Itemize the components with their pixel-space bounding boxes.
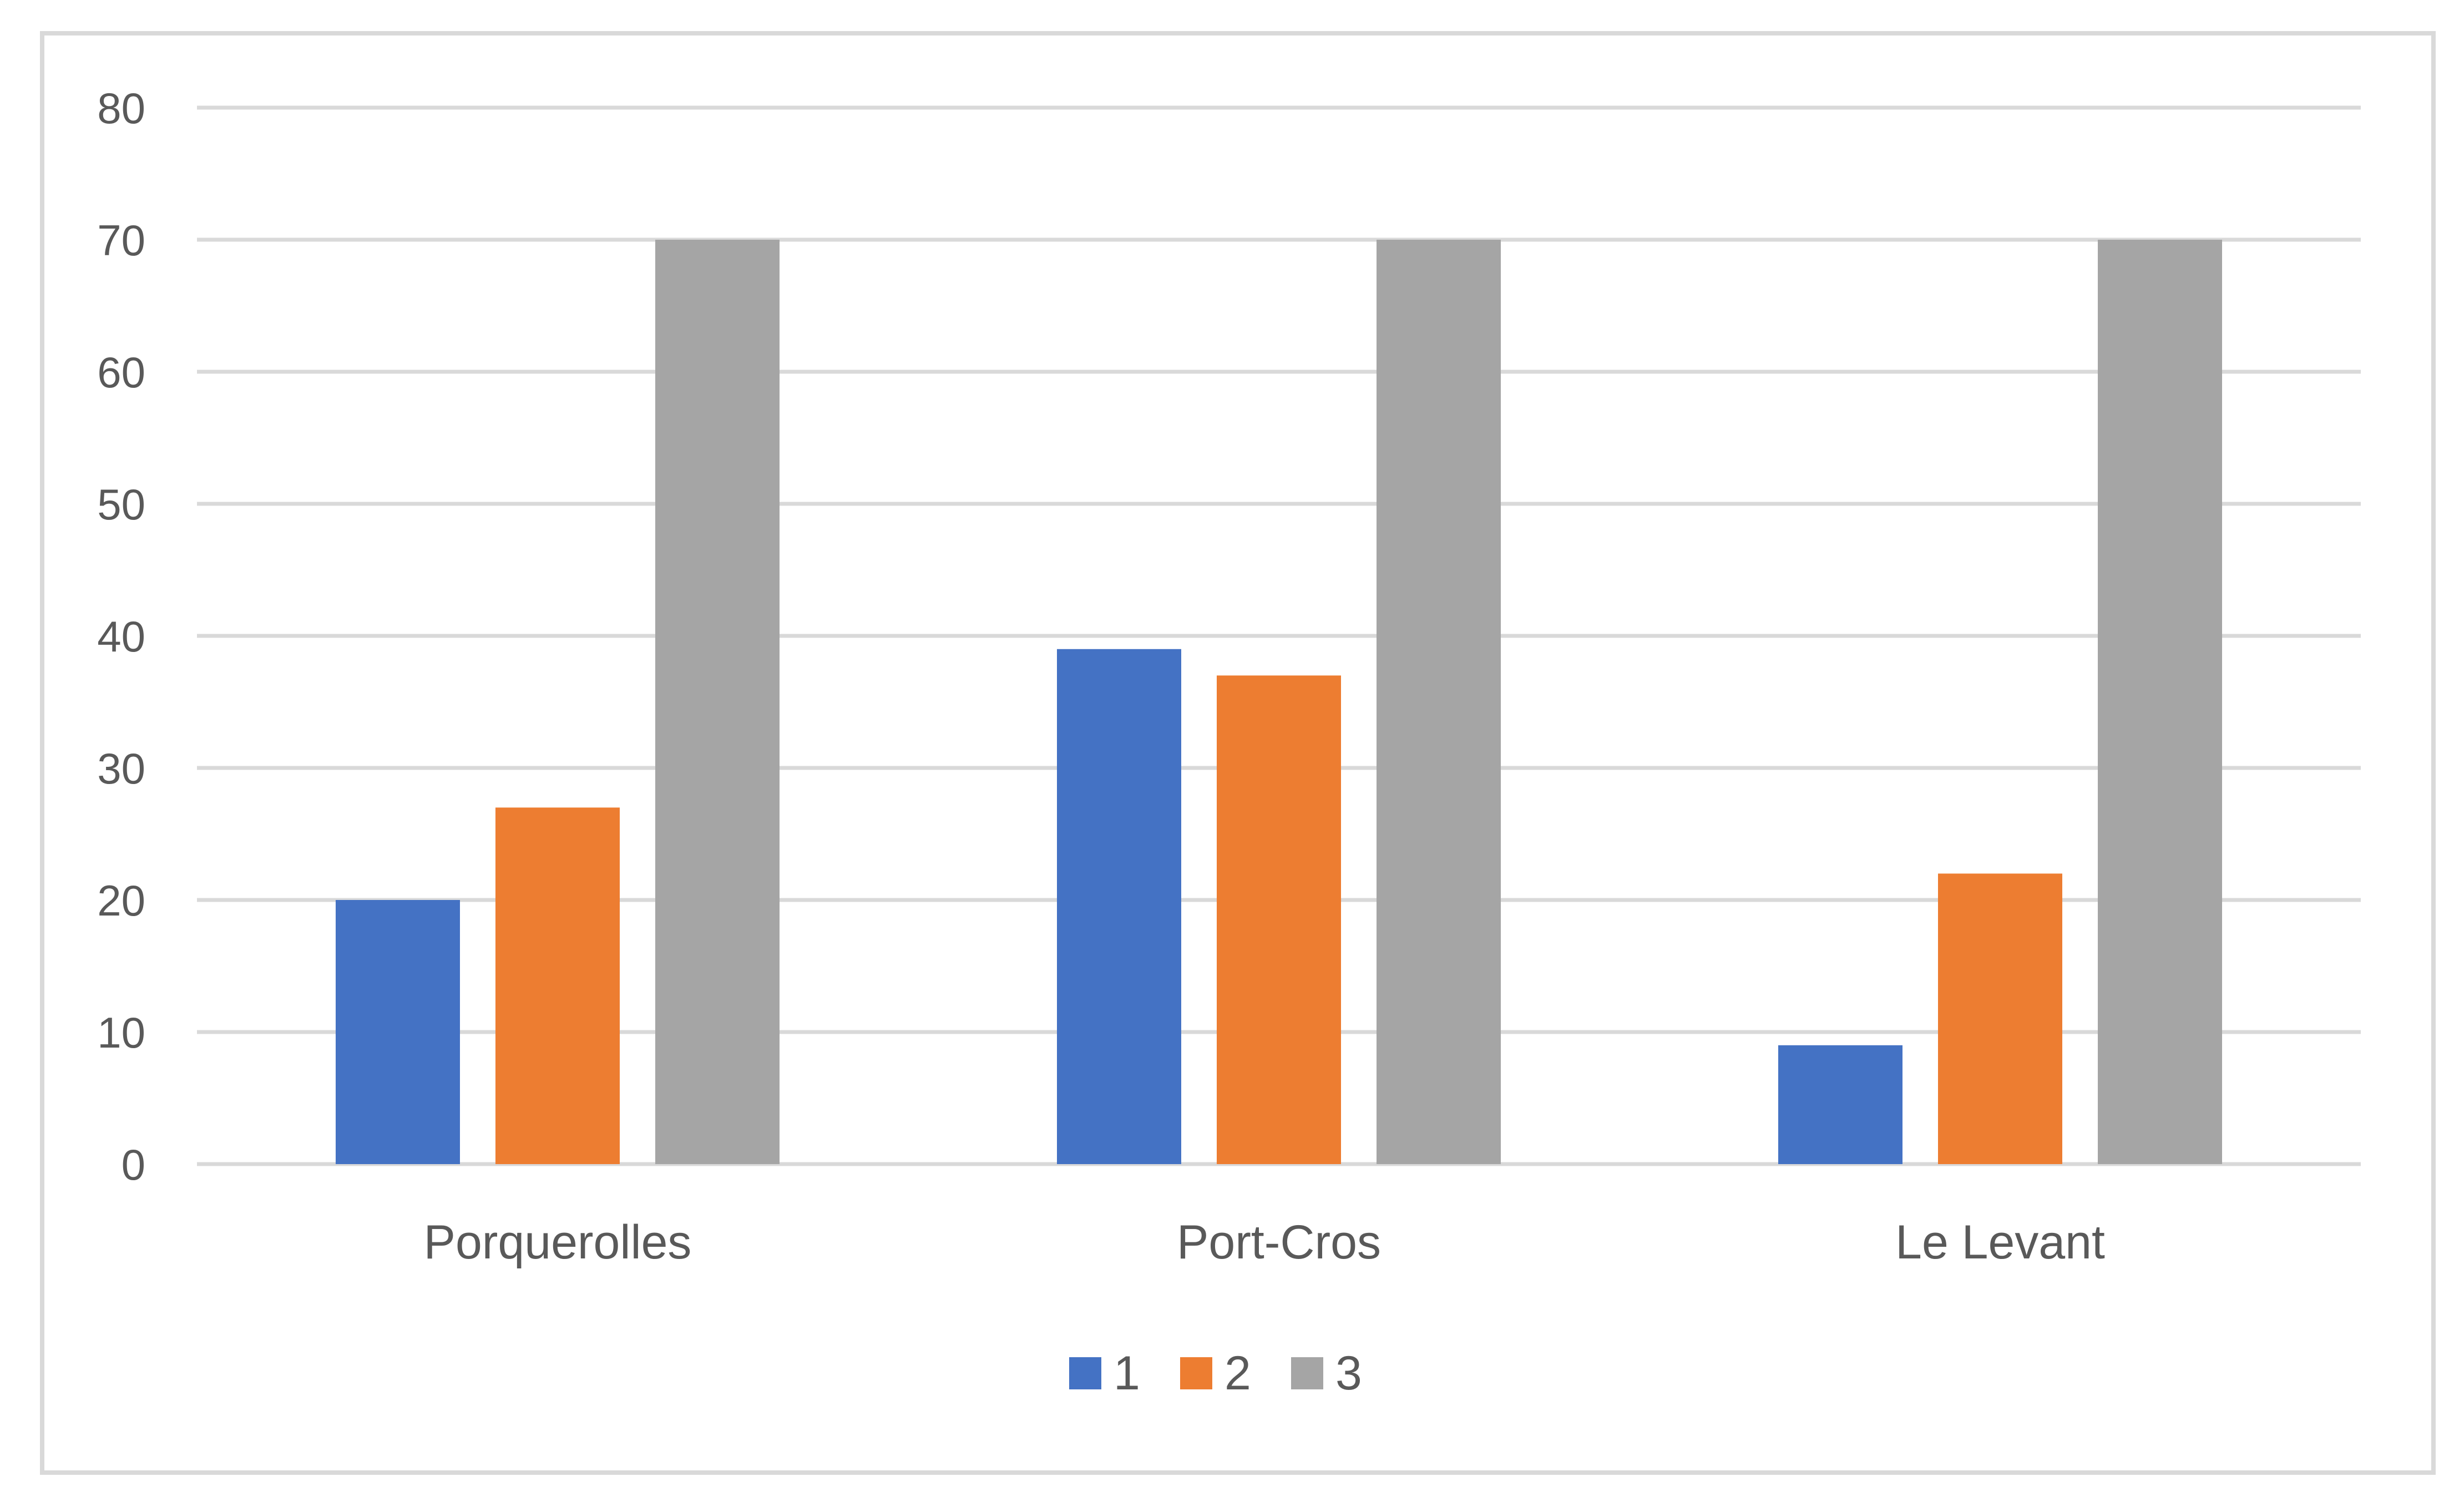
legend: 1 2 3 [1069, 1347, 1362, 1400]
bar-port-cros-series-3 [1377, 240, 1501, 1164]
legend-swatch [1069, 1357, 1101, 1389]
bar-le-levant-series-1 [1778, 1045, 1902, 1164]
y-tick-label: 40 [97, 612, 145, 661]
bar-port-cros-series-1 [1057, 649, 1181, 1164]
y-tick-label: 30 [97, 744, 145, 793]
y-tick-label: 60 [97, 348, 145, 397]
y-tick-label: 10 [97, 1008, 145, 1057]
bar-le-levant-series-3 [2098, 240, 2222, 1164]
y-axis-ticks: 0 10 20 30 40 50 60 70 80 [97, 84, 145, 1189]
x-tick-label: Porquerolles [424, 1216, 692, 1269]
y-tick-label: 50 [97, 480, 145, 529]
bar-le-levant-series-2 [1938, 873, 2062, 1164]
legend-swatch [1291, 1357, 1323, 1389]
bar-porquerolles-series-3 [655, 240, 780, 1164]
legend-swatch [1180, 1357, 1212, 1389]
legend-label: 3 [1335, 1347, 1362, 1400]
x-axis-labels: Porquerolles Port-Cros Le Levant [424, 1216, 2105, 1269]
y-tick-label: 20 [97, 876, 145, 925]
bar-port-cros-series-2 [1217, 675, 1341, 1164]
bar-porquerolles-series-1 [336, 900, 460, 1164]
y-tick-label: 80 [97, 84, 145, 133]
x-tick-label: Le Levant [1895, 1216, 2105, 1269]
x-tick-label: Port-Cros [1177, 1216, 1381, 1269]
legend-label: 2 [1224, 1347, 1251, 1400]
bar-porquerolles-series-2 [495, 807, 620, 1164]
y-tick-label: 70 [97, 216, 145, 265]
bars [336, 240, 2222, 1164]
y-tick-label: 0 [122, 1140, 145, 1189]
legend-label: 1 [1114, 1347, 1140, 1400]
